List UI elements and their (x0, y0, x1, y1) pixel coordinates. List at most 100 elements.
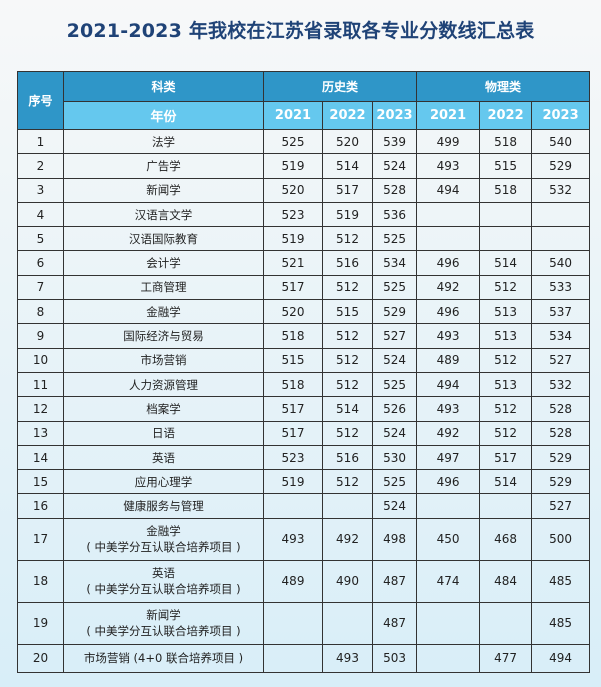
major-note: ( 中美学分互认联合培养项目 ) (86, 582, 241, 597)
physics-score-cell: 484 (479, 559, 533, 603)
row-major: 汉语言文学 (63, 201, 264, 228)
row-major: 应用心理学 (63, 469, 264, 495)
table-row: 1 法学 525 520 539 499 518 540 (17, 128, 591, 155)
physics-score-cell: 540 (531, 250, 591, 276)
physics-score-cell: 497 (416, 444, 481, 471)
row-seq: 11 (17, 371, 64, 398)
history-score-cell (263, 601, 323, 645)
page-title: 2021-2023 年我校在江苏省录取各专业分数线汇总表 (66, 20, 535, 42)
history-score-cell: 493 (263, 517, 323, 561)
history-score-cell: 519 (322, 201, 373, 228)
physics-score-cell: 489 (416, 347, 481, 373)
header-history-year: 2022 (322, 101, 373, 130)
table-row: 10 市场营销 515 512 524 489 512 527 (17, 347, 591, 373)
physics-score-cell: 512 (479, 396, 533, 422)
physics-score-cell: 532 (531, 177, 591, 203)
history-score-cell: 520 (263, 299, 323, 325)
physics-score-cell: 485 (531, 559, 591, 603)
row-major: 市场营销 (63, 347, 264, 373)
row-seq: 18 (17, 559, 64, 603)
row-seq: 10 (17, 347, 64, 373)
history-score-cell: 524 (371, 493, 418, 519)
header-group-physics: 物理类 (416, 71, 591, 102)
row-major: 新闻学( 中美学分互认联合培养项目 ) (63, 601, 264, 645)
physics-score-cell: 499 (416, 128, 481, 155)
history-score-cell: 498 (371, 517, 418, 561)
physics-score-cell: 529 (531, 469, 591, 495)
physics-score-cell (479, 226, 533, 252)
table-row: 11 人力资源管理 518 512 525 494 513 532 (17, 371, 591, 398)
physics-score-cell: 517 (479, 444, 533, 471)
history-score-cell: 514 (322, 153, 373, 179)
header-history-year: 2023 (371, 101, 418, 130)
physics-score-cell: 512 (479, 347, 533, 373)
history-score-cell: 512 (322, 420, 373, 446)
row-major: 国际经济与贸易 (63, 323, 264, 349)
history-score-cell: 518 (263, 323, 323, 349)
physics-score-cell: 528 (531, 420, 591, 446)
row-major: 日语 (63, 420, 264, 446)
row-seq: 7 (17, 274, 64, 301)
physics-score-cell: 477 (479, 643, 533, 673)
physics-score-cell: 494 (416, 371, 481, 398)
history-score-cell: 523 (263, 444, 323, 471)
history-score-cell: 524 (371, 420, 418, 446)
row-major: 法学 (63, 128, 264, 155)
history-score-cell: 520 (322, 128, 373, 155)
physics-score-cell: 540 (531, 128, 591, 155)
header-group-history: 历史类 (262, 71, 418, 102)
major-name: 金融学 (146, 524, 181, 539)
physics-score-cell: 513 (479, 299, 533, 325)
history-score-cell: 524 (371, 153, 418, 179)
history-score-cell: 525 (263, 128, 323, 155)
table-row: 19 新闻学( 中美学分互认联合培养项目 ) 487 485 (17, 601, 591, 645)
history-score-cell: 487 (371, 601, 418, 645)
physics-score-cell: 493 (416, 396, 481, 422)
physics-score-cell: 496 (416, 469, 481, 495)
header-row-category: 序号 科类 历史类 物理类 (17, 71, 591, 130)
table-row: 17 金融学( 中美学分互认联合培养项目 ) 493 492 498 450 468 500 (17, 517, 591, 561)
history-score-cell: 519 (263, 469, 323, 495)
history-score-cell: 525 (371, 274, 418, 301)
header-seq: 序号 (17, 71, 64, 130)
physics-score-cell: 518 (479, 177, 533, 203)
physics-score-cell: 485 (531, 601, 591, 645)
header-physics-year: 2023 (531, 101, 591, 130)
physics-score-cell (479, 493, 533, 519)
row-seq: 2 (17, 153, 64, 179)
table-row: 6 会计学 521 516 534 496 514 540 (17, 250, 591, 276)
major-note: ( 中美学分互认联合培养项目 ) (86, 540, 241, 555)
physics-score-cell: 514 (479, 469, 533, 495)
row-seq: 13 (17, 420, 64, 446)
history-score-cell: 525 (371, 226, 418, 252)
history-score-cell: 515 (322, 299, 373, 325)
history-score-cell: 516 (322, 444, 373, 471)
physics-score-cell: 537 (531, 299, 591, 325)
row-seq: 20 (17, 643, 64, 673)
history-score-cell (263, 493, 323, 519)
table-row: 18 英语( 中美学分互认联合培养项目 ) 489 490 487 474 484 485 (17, 559, 591, 603)
table-row: 7 工商管理 517 512 525 492 512 533 (17, 274, 591, 301)
major-name: 新闻学 (146, 608, 181, 623)
physics-score-cell: 513 (479, 323, 533, 349)
physics-score-cell: 515 (479, 153, 533, 179)
physics-score-cell: 533 (531, 274, 591, 301)
row-major: 健康服务与管理 (63, 493, 264, 519)
history-score-cell: 512 (322, 226, 373, 252)
history-score-cell: 527 (371, 323, 418, 349)
table-row: 4 汉语言文学 523 519 536 (17, 201, 591, 228)
row-seq: 19 (17, 601, 64, 645)
physics-score-cell (531, 226, 591, 252)
physics-score-cell: 496 (416, 250, 481, 276)
table-row: 14 英语 523 516 530 497 517 529 (17, 444, 591, 471)
header-row-year: 年份 2021 2022 2023 2021 2022 2023 (18, 101, 591, 130)
row-seq: 1 (17, 128, 64, 155)
row-seq: 6 (17, 250, 64, 276)
physics-score-cell: 518 (479, 128, 533, 155)
physics-score-cell (416, 643, 481, 673)
row-major: 档案学 (63, 396, 264, 422)
table-row: 2 广告学 519 514 524 493 515 529 (17, 153, 591, 179)
physics-score-cell: 468 (479, 517, 533, 561)
history-score-cell: 512 (322, 371, 373, 398)
row-seq: 14 (17, 444, 64, 471)
